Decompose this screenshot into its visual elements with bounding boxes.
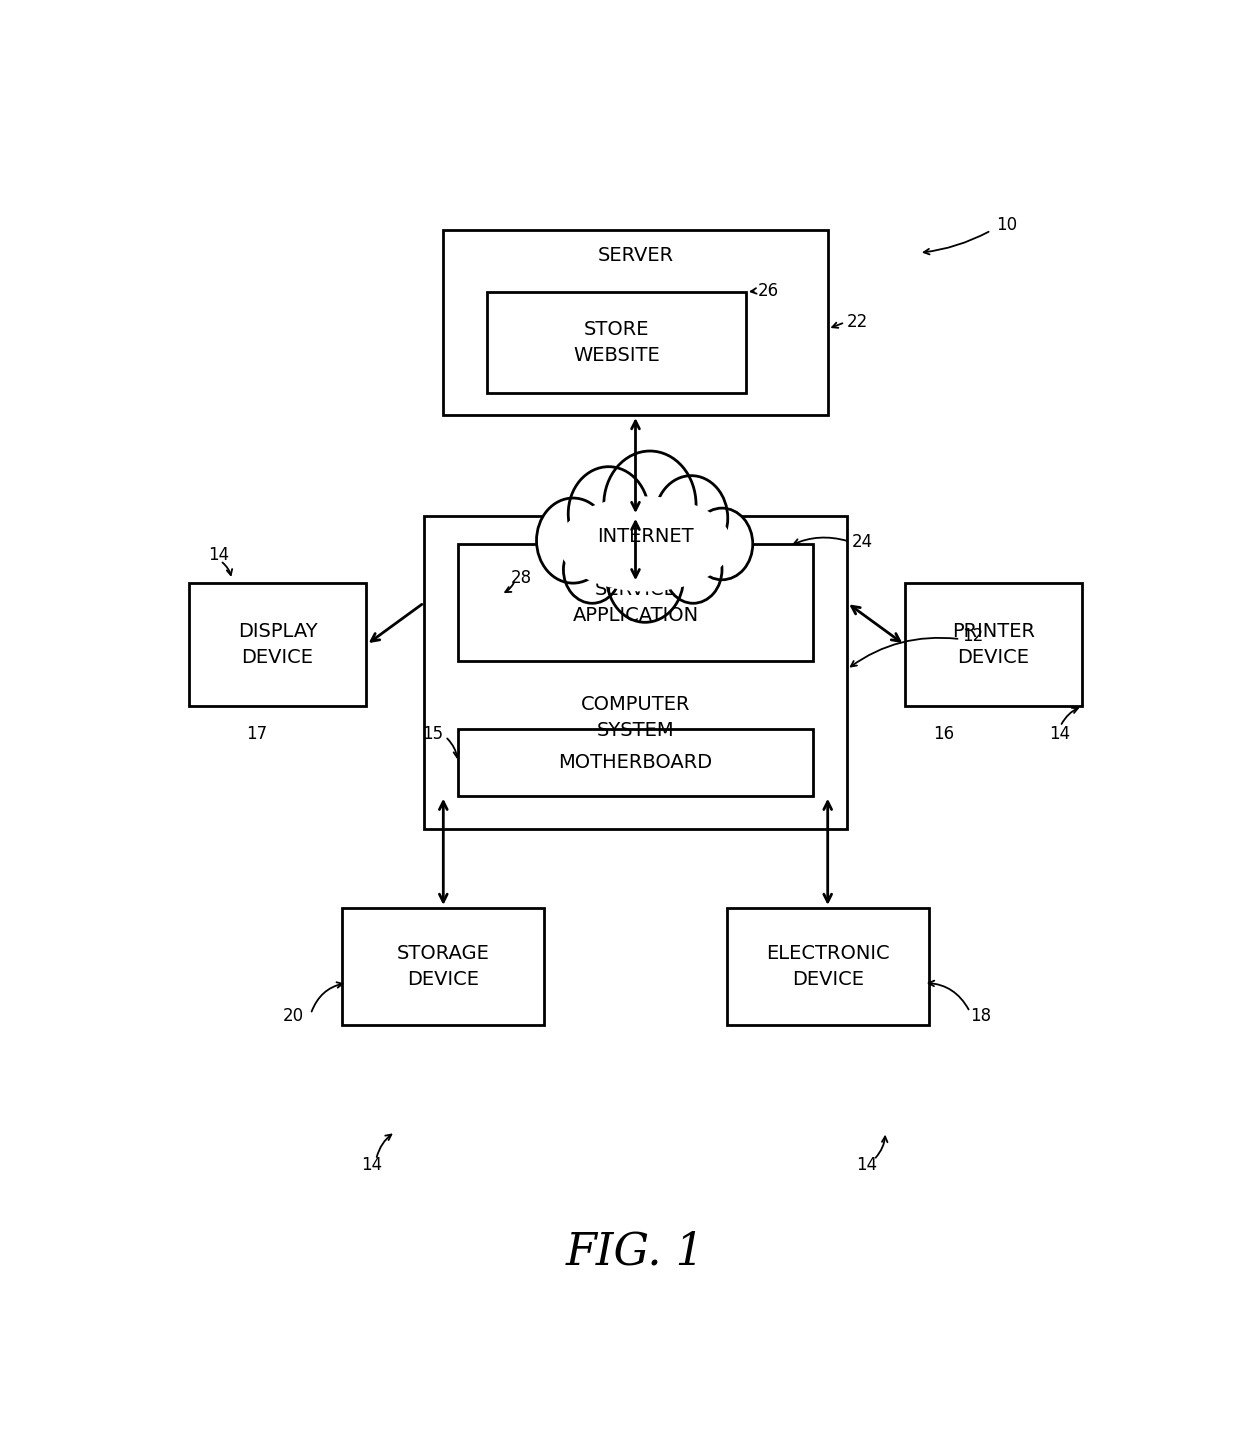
Circle shape xyxy=(665,537,722,603)
Ellipse shape xyxy=(558,496,732,592)
Text: PRINTER
DEVICE: PRINTER DEVICE xyxy=(952,622,1035,667)
Text: 14: 14 xyxy=(208,547,229,564)
Bar xyxy=(342,907,544,1025)
Bar xyxy=(424,516,847,829)
Text: DISPLAY
DEVICE: DISPLAY DEVICE xyxy=(238,622,317,667)
Text: STORE
WEBSITE: STORE WEBSITE xyxy=(573,320,660,365)
Text: 26: 26 xyxy=(758,282,779,300)
Text: 15: 15 xyxy=(422,726,444,743)
Text: 14: 14 xyxy=(362,1156,383,1175)
Text: 18: 18 xyxy=(970,1008,991,1025)
Text: 14: 14 xyxy=(857,1156,878,1175)
Text: STORAGE
DEVICE: STORAGE DEVICE xyxy=(397,944,490,989)
Bar xyxy=(458,544,813,662)
Bar xyxy=(905,583,1083,707)
Text: 20: 20 xyxy=(283,1008,304,1025)
Bar xyxy=(188,583,367,707)
Text: ELECTRONIC
DEVICE: ELECTRONIC DEVICE xyxy=(766,944,889,989)
Bar xyxy=(458,728,813,795)
Text: 16: 16 xyxy=(934,726,955,743)
Circle shape xyxy=(537,499,610,583)
Circle shape xyxy=(604,451,696,558)
Text: 28: 28 xyxy=(511,569,532,586)
Text: 14: 14 xyxy=(1049,726,1070,743)
Bar xyxy=(727,907,929,1025)
Circle shape xyxy=(655,475,728,561)
Text: SERVICE
APPLICATION: SERVICE APPLICATION xyxy=(573,580,698,625)
Text: 24: 24 xyxy=(852,532,873,551)
Text: 10: 10 xyxy=(996,215,1017,234)
Circle shape xyxy=(568,467,649,561)
Text: 17: 17 xyxy=(247,726,268,743)
Circle shape xyxy=(691,507,753,580)
Bar xyxy=(444,231,828,416)
Text: 22: 22 xyxy=(847,313,868,332)
Text: MOTHERBOARD: MOTHERBOARD xyxy=(558,753,713,772)
Text: COMPUTER
SYSTEM: COMPUTER SYSTEM xyxy=(580,695,691,740)
Text: FIG. 1: FIG. 1 xyxy=(565,1230,706,1274)
Text: SERVER: SERVER xyxy=(598,246,673,265)
Circle shape xyxy=(563,537,621,603)
Text: INTERNET: INTERNET xyxy=(596,526,693,545)
Text: 12: 12 xyxy=(962,627,983,644)
Circle shape xyxy=(606,532,683,622)
Bar xyxy=(486,292,746,393)
